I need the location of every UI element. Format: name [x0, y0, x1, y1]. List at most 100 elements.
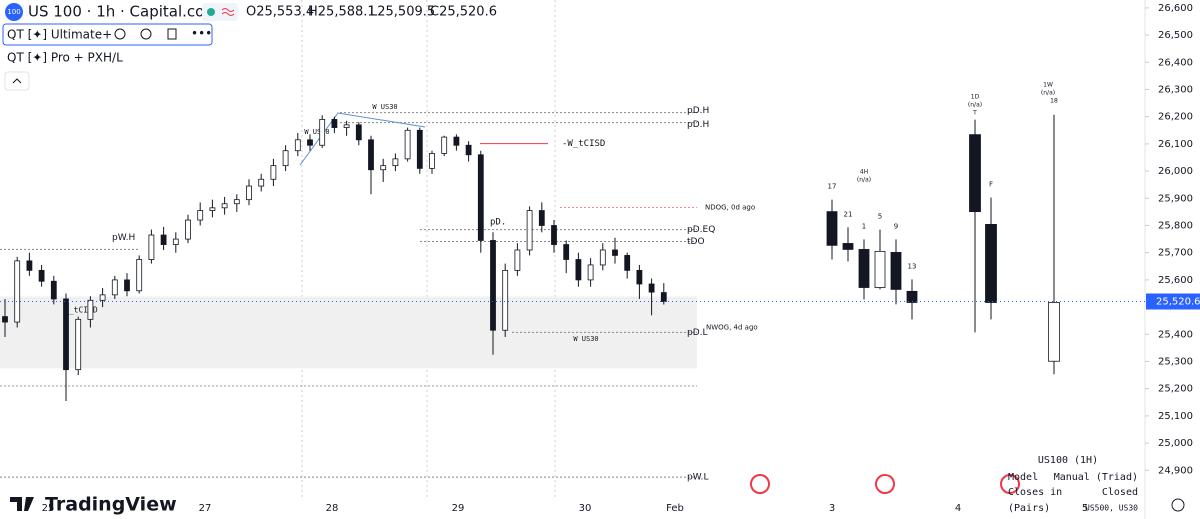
last-price-box: [1146, 293, 1200, 310]
htf-tag: 5: [878, 213, 882, 221]
cisd-label: -W_tCISD: [562, 139, 605, 149]
htf-tag: 21: [844, 210, 853, 218]
x-tick-label: 25: [42, 503, 55, 514]
annotation: W US30: [304, 128, 329, 136]
candle-body: [307, 139, 313, 146]
candle-body: [258, 178, 265, 187]
candle-body: [160, 234, 167, 245]
y-tick-label: 26,200: [1158, 112, 1193, 123]
table-cell: Closed: [1102, 487, 1138, 498]
candle-body: [514, 249, 521, 271]
candle-body: [50, 280, 57, 300]
candle-body: [490, 240, 496, 331]
indicator-row[interactable]: [2, 23, 213, 46]
annotation: pD.: [490, 218, 506, 228]
logo-text[interactable]: TradingView: [45, 494, 177, 516]
candle-body: [87, 299, 94, 320]
indicator-name[interactable]: QT [✦] Pro + PXH/L: [7, 51, 123, 65]
htf-tag: 9: [894, 222, 898, 230]
x-tick-label: 4: [955, 503, 961, 514]
y-tick-label: 26,100: [1158, 139, 1193, 150]
candle-body: [14, 260, 21, 323]
annotation: W US30: [372, 103, 397, 111]
x-tick-label: 28: [326, 503, 339, 514]
candle-body: [416, 129, 423, 169]
settings-icon[interactable]: [140, 28, 152, 40]
table-cell: Closes in: [1008, 487, 1062, 498]
candle-body: [563, 244, 570, 260]
event-flag[interactable]: [875, 474, 895, 494]
indicator-name[interactable]: QT [✦] Ultimate+: [7, 28, 112, 42]
candle-body: [404, 129, 411, 160]
htf-marker: T: [972, 110, 977, 117]
badge-text: 100: [7, 8, 20, 16]
eye-icon[interactable]: [114, 28, 126, 40]
x-tick-label: Feb: [666, 503, 684, 514]
level-label: pD.H: [687, 106, 709, 116]
annotation: W US30: [573, 335, 598, 343]
zone-label: NWOG, 4d ago: [706, 323, 758, 331]
y-tick-label: 25,800: [1158, 220, 1193, 231]
htf-status: (n/a): [857, 177, 871, 184]
y-tick-label: 25,600: [1158, 275, 1193, 286]
candle-body: [63, 298, 69, 371]
candle-body: [985, 224, 997, 303]
annotation: W_tCISD: [64, 306, 98, 315]
candle-body: [38, 269, 45, 282]
chevron: [12, 78, 22, 84]
candle-body: [477, 154, 484, 241]
htf-status: (n/a): [1041, 90, 1055, 97]
status-icons[interactable]: [202, 3, 238, 21]
candle-body: [1048, 302, 1060, 362]
symbol-title[interactable]: US 100 · 1h · Capital.com: [28, 3, 219, 21]
ndog-label: NDOG, 0d ago: [705, 204, 755, 212]
candle-body: [599, 249, 606, 266]
candle-body: [368, 139, 374, 171]
htf-tag: 13: [908, 262, 917, 270]
candle-body: [233, 199, 240, 205]
htf-tag: 1: [862, 222, 866, 230]
more-icon[interactable]: •••: [191, 27, 212, 41]
collapse-button[interactable]: [4, 71, 30, 91]
candle-body: [246, 185, 252, 201]
y-tick-label: 26,000: [1158, 166, 1193, 177]
y-tick-label: 25,700: [1158, 248, 1193, 259]
candle-body: [441, 136, 448, 154]
ohlc-close: C25,520.6: [430, 5, 497, 20]
price-axis-bg: [1145, 0, 1200, 519]
candle-body: [890, 252, 902, 290]
candle-body: [969, 134, 981, 213]
y-tick-label: 26,500: [1158, 30, 1193, 41]
ohlc-open: O25,553.4: [246, 5, 314, 20]
delay-icon: [221, 8, 235, 16]
event-flag[interactable]: [1000, 474, 1020, 494]
candle-body: [197, 210, 204, 221]
candle-body: [99, 294, 106, 301]
candle-body: [429, 153, 435, 169]
level-label: pW.H: [112, 233, 135, 243]
level-label: pD.L: [687, 328, 708, 338]
htf-timeframe: 1D: [971, 94, 980, 101]
table-cell: (Pairs): [1008, 503, 1050, 514]
candle-body: [26, 260, 33, 271]
axis-settings[interactable]: [1171, 498, 1185, 512]
candle-body: [343, 124, 350, 128]
candle-body: [826, 211, 838, 246]
candle-body: [2, 316, 8, 323]
delete-icon[interactable]: [167, 28, 177, 40]
candle-body: [551, 225, 557, 245]
candle-body: [660, 292, 667, 302]
event-flag[interactable]: [750, 474, 770, 494]
logo-mark: [10, 497, 34, 511]
candle-body: [124, 279, 130, 292]
candle-body: [612, 249, 618, 256]
y-tick-label: 25,100: [1158, 411, 1193, 422]
y-tick-label: 25,300: [1158, 357, 1193, 368]
candle-body: [380, 165, 387, 171]
candle-body: [75, 318, 82, 371]
level-label: pD.H: [687, 120, 709, 130]
candle-body: [538, 210, 545, 226]
last-price-label: 25,520.6: [1156, 296, 1200, 307]
y-tick-label: 26,300: [1158, 84, 1193, 95]
